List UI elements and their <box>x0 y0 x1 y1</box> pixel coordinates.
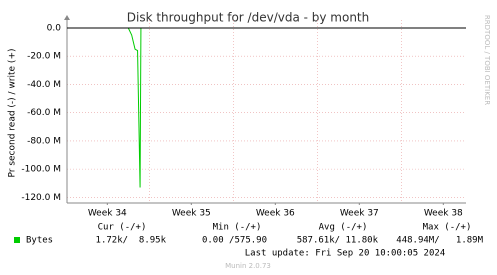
y-tick-label: -120.0 M <box>21 193 61 203</box>
last-update: Last update: Fri Sep 20 10:00:05 2024 <box>245 249 445 259</box>
series-line <box>67 27 466 188</box>
legend-value: 1.72k/ 8.95k <box>96 236 167 246</box>
y-axis-label: Pr second read (-) / write (+) <box>8 49 18 178</box>
chart-title: Disk throughput for /dev/vda - by month <box>127 11 370 25</box>
y-tick-label: 0.0 <box>47 24 62 34</box>
legend-header: Cur (-/+) <box>98 223 147 233</box>
y-tick-label: -80.0 M <box>27 136 61 146</box>
x-tick-label: Week 36 <box>256 209 295 219</box>
y-tick-label: -20.0 M <box>27 52 61 62</box>
legend-swatch <box>14 237 20 243</box>
footer: Munin 2.0.73 <box>225 262 271 270</box>
y-tick-label: -60.0 M <box>27 108 61 118</box>
legend-value: 0.00 /575.90 <box>202 236 267 246</box>
y-tick-label: -40.0 M <box>27 80 61 90</box>
x-tick-label: Week 38 <box>424 209 463 219</box>
legend-header: Avg (-/+) <box>319 223 368 233</box>
side-label: RRDTOOL / TOBI OETIKER <box>483 15 491 105</box>
legend-value: 448.94M/ 1.89M <box>396 236 483 246</box>
x-tick-label: Week 35 <box>172 209 211 219</box>
y-tick-label: -100.0 M <box>21 165 61 175</box>
legend-value: 587.61k/ 11.80k <box>297 236 379 246</box>
legend-header: Min (-/+) <box>213 223 262 233</box>
legend-header: Max (-/+) <box>423 223 472 233</box>
x-tick-label: Week 37 <box>340 209 379 219</box>
x-tick-label: Week 34 <box>88 209 127 219</box>
y-axis-arrow <box>64 15 70 20</box>
legend-label: Bytes <box>26 236 53 246</box>
